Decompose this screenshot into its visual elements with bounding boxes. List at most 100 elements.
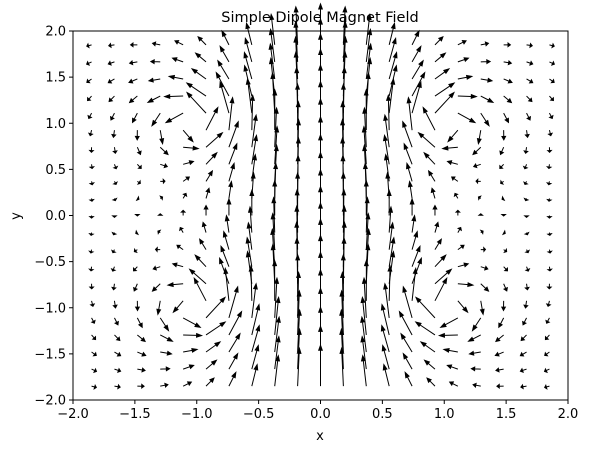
field-arrow <box>182 129 194 143</box>
field-arrow <box>247 205 253 233</box>
field-arrow <box>549 60 556 66</box>
field-arrow <box>411 80 422 114</box>
field-arrow <box>434 68 451 80</box>
field-arrow <box>388 250 396 284</box>
field-arrow <box>544 334 550 341</box>
field-arrow <box>274 295 281 336</box>
field-arrow <box>519 367 527 373</box>
field-arrow <box>246 221 253 250</box>
field-arrow <box>111 231 118 236</box>
field-arrow <box>128 78 138 84</box>
field-arrow <box>411 256 422 284</box>
field-arrow <box>156 300 162 316</box>
field-arrow <box>472 146 482 156</box>
field-arrow <box>199 238 207 250</box>
field-arrow <box>151 283 161 292</box>
field-arrow <box>219 80 230 114</box>
field-arrow <box>457 244 465 251</box>
field-arrow <box>403 142 413 165</box>
y-axis-label: y <box>9 212 24 220</box>
field-arrow <box>388 64 398 97</box>
field-arrow <box>171 262 184 268</box>
field-arrow <box>417 131 436 148</box>
field-arrow <box>383 153 390 182</box>
field-arrow <box>523 197 530 202</box>
field-arrow <box>480 95 495 103</box>
field-arrow <box>228 310 243 336</box>
field-arrow <box>549 42 555 49</box>
field-arrow <box>251 344 260 370</box>
field-arrow <box>382 363 390 387</box>
field-arrow <box>293 5 299 45</box>
field-arrow <box>434 238 442 250</box>
field-arrow <box>434 82 456 97</box>
field-arrow <box>342 5 348 45</box>
field-arrow <box>523 215 530 219</box>
field-arrow <box>137 351 147 357</box>
field-arrow <box>503 266 508 272</box>
field-arrow <box>383 282 390 318</box>
field-arrow <box>524 283 530 291</box>
field-arrow <box>87 112 93 120</box>
field-arrow <box>182 381 193 387</box>
field-arrow <box>183 145 200 151</box>
field-arrow <box>205 377 215 387</box>
field-arrow <box>205 359 218 370</box>
field-arrow <box>380 303 390 336</box>
y-axis-ticks: 2.0 1.5 1.0 0.5 0.0 −0.5 −1.0 −1.5 −2.0 <box>34 25 73 409</box>
field-arrow <box>135 195 140 202</box>
field-arrow <box>188 268 207 285</box>
field-arrow <box>404 371 413 387</box>
field-arrow <box>477 213 484 216</box>
field-arrow <box>361 276 367 318</box>
field-arrow <box>520 383 527 390</box>
field-arrow <box>114 367 122 373</box>
field-arrow <box>226 197 232 216</box>
field-arrow <box>499 163 505 169</box>
field-arrow <box>154 246 161 253</box>
x-tick-label: 0.5 <box>372 407 393 422</box>
field-arrow <box>160 366 171 372</box>
field-arrow <box>111 215 118 219</box>
field-arrow <box>220 244 230 267</box>
field-arrow <box>136 147 142 156</box>
x-tick-label: 0.0 <box>310 407 331 422</box>
field-arrow <box>480 112 490 127</box>
field-arrow <box>174 40 184 46</box>
field-arrow <box>479 229 484 235</box>
field-arrow <box>110 249 117 254</box>
arrow-field <box>85 2 556 390</box>
field-arrow <box>411 45 422 63</box>
field-arrow <box>151 41 161 47</box>
field-arrow <box>228 352 239 370</box>
field-arrow <box>380 324 390 353</box>
field-arrow <box>251 363 259 387</box>
field-arrow <box>523 181 529 185</box>
field-arrow <box>133 266 138 272</box>
field-arrow <box>457 74 474 80</box>
field-arrow <box>137 383 145 390</box>
field-arrow <box>89 300 96 308</box>
field-arrow <box>471 317 482 332</box>
field-arrow <box>480 59 492 65</box>
field-arrow <box>402 352 413 370</box>
field-arrow <box>86 42 92 49</box>
field-arrow <box>317 2 324 45</box>
field-arrow <box>494 351 504 357</box>
field-arrow <box>503 95 513 104</box>
field-arrow <box>524 266 531 272</box>
field-arrow <box>176 244 184 251</box>
x-axis-label: x <box>316 429 324 444</box>
field-arrow <box>476 130 482 145</box>
field-arrow <box>434 254 447 268</box>
field-arrow <box>546 215 553 219</box>
field-arrow <box>411 230 419 250</box>
field-arrow <box>159 130 165 145</box>
field-arrow <box>228 371 237 387</box>
field-arrow <box>194 52 207 63</box>
field-arrow <box>503 42 512 48</box>
field-arrow <box>470 366 481 372</box>
field-arrow <box>381 344 390 370</box>
field-arrow <box>479 300 485 316</box>
